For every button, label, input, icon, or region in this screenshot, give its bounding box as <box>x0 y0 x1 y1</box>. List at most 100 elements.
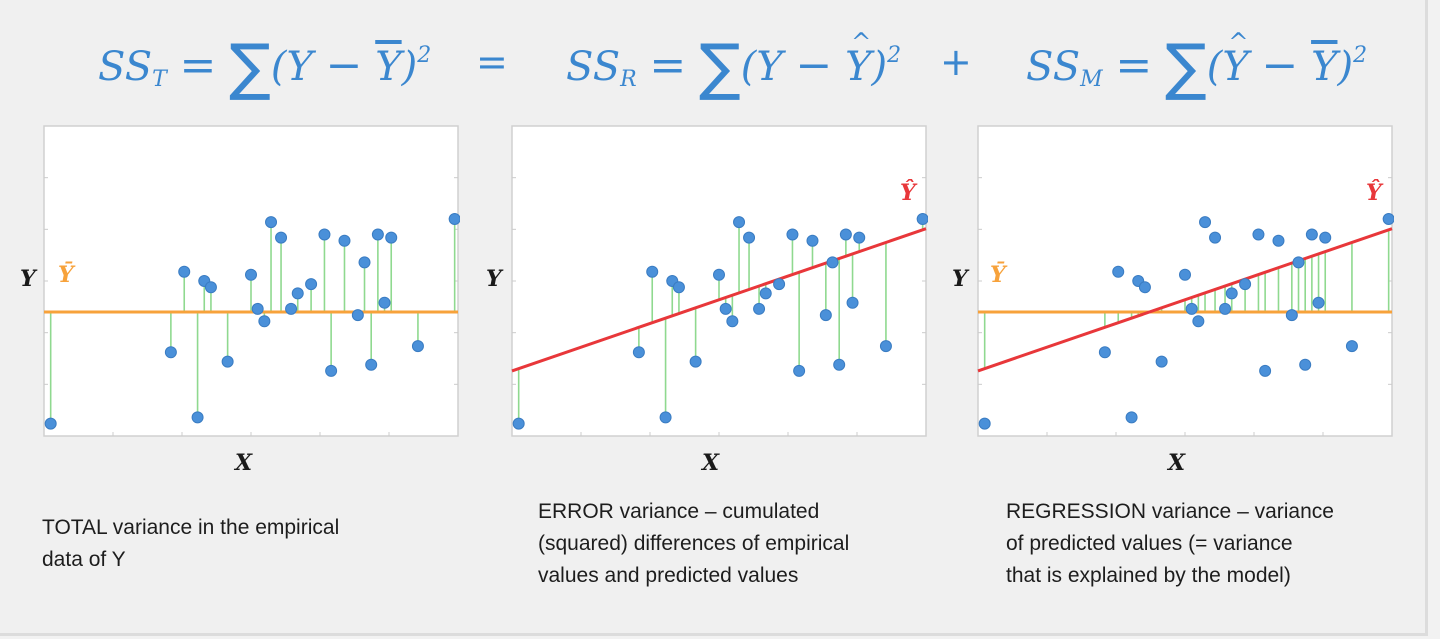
error-variance-caption: ERROR variance – cumulated (squared) dif… <box>538 500 850 587</box>
y-axis-label: Y <box>486 266 502 292</box>
data-point <box>753 302 766 315</box>
data-point <box>1319 231 1332 244</box>
data-point <box>1259 364 1272 377</box>
data-point <box>1239 278 1252 291</box>
data-point <box>879 340 892 353</box>
data-point <box>1299 358 1312 371</box>
data-point <box>351 309 364 322</box>
data-point <box>1272 234 1285 247</box>
data-point <box>1098 346 1111 359</box>
data-point <box>826 256 839 269</box>
data-point <box>191 411 204 424</box>
data-point <box>378 296 391 309</box>
data-point <box>793 364 806 377</box>
y-axis-label: Y <box>20 266 36 292</box>
regression-variance-caption: REGRESSION variance – variance of predic… <box>1006 500 1334 587</box>
data-point <box>743 231 756 244</box>
plus-operator: + <box>940 40 972 84</box>
data-point <box>806 234 819 247</box>
data-point <box>164 346 177 359</box>
data-point <box>265 216 278 229</box>
data-point <box>1292 256 1305 269</box>
data-point <box>1179 268 1191 281</box>
data-point <box>632 346 645 359</box>
total-variance-caption: TOTAL variance in the empirical data of … <box>42 516 340 571</box>
data-point <box>672 281 685 294</box>
data-point <box>1185 302 1198 315</box>
data-point <box>719 302 732 315</box>
data-point <box>659 411 672 424</box>
data-point <box>853 231 866 244</box>
data-point <box>275 231 288 244</box>
data-point <box>1209 231 1222 244</box>
data-point <box>713 268 725 281</box>
data-point <box>1138 281 1151 294</box>
data-point <box>786 228 799 241</box>
data-point <box>251 302 264 315</box>
data-point <box>733 216 746 229</box>
data-point <box>365 358 378 371</box>
data-point <box>512 417 525 430</box>
data-point <box>1252 228 1265 241</box>
x-axis-label: X <box>702 450 720 476</box>
y-axis-label: Y <box>952 266 968 292</box>
data-point <box>1382 213 1394 225</box>
data-point <box>285 302 298 315</box>
plot-area <box>977 125 1393 437</box>
data-point <box>44 417 57 430</box>
data-point <box>325 364 338 377</box>
data-point <box>1192 315 1205 328</box>
mean-line-label: Ȳ <box>58 262 74 288</box>
data-point <box>1125 411 1138 424</box>
data-point <box>204 281 217 294</box>
model-ss-formula: SSM = ∑(Y − Y)2 <box>1026 28 1367 103</box>
data-point <box>178 265 191 278</box>
data-point <box>358 256 371 269</box>
regression-variance-plot <box>977 125 1394 437</box>
data-point <box>305 278 318 291</box>
data-point <box>839 228 852 241</box>
data-point <box>726 315 739 328</box>
data-point <box>833 358 846 371</box>
total-variance-plot <box>43 125 460 437</box>
data-point <box>1285 309 1298 322</box>
data-point <box>411 340 424 353</box>
data-point <box>221 355 234 368</box>
data-point <box>916 213 928 225</box>
regression-line <box>511 227 927 373</box>
error-variance-plot <box>511 125 928 437</box>
x-axis-label: X <box>235 450 253 476</box>
data-point <box>1219 302 1232 315</box>
data-point <box>1345 340 1358 353</box>
data-point <box>448 213 460 225</box>
data-point <box>291 287 304 300</box>
data-point <box>773 278 786 291</box>
data-point <box>819 309 832 322</box>
data-point <box>1225 287 1238 300</box>
data-point <box>318 228 331 241</box>
data-point <box>1312 296 1325 309</box>
mean-line-label: Ȳ <box>990 262 1006 288</box>
x-axis-label: X <box>1168 450 1186 476</box>
total-ss-formula: SST = ∑(Y − Y)2 <box>98 30 432 103</box>
data-point <box>1199 216 1212 229</box>
equals-operator: = <box>476 40 508 84</box>
error-ss-formula: SSR = ∑(Y − Y)2 <box>566 28 901 103</box>
regression-line-label: Ŷ <box>1366 180 1382 206</box>
data-point <box>1305 228 1318 241</box>
data-point <box>846 296 859 309</box>
data-point <box>1155 355 1168 368</box>
data-point <box>245 268 257 281</box>
data-point <box>338 234 351 247</box>
data-point <box>978 417 991 430</box>
data-point <box>371 228 384 241</box>
regression-line <box>977 227 1393 373</box>
data-point <box>1112 265 1125 278</box>
data-point <box>689 355 702 368</box>
data-point <box>646 265 659 278</box>
data-point <box>385 231 398 244</box>
regression-line-label: Ŷ <box>900 180 916 206</box>
data-point <box>759 287 772 300</box>
data-point <box>258 315 271 328</box>
